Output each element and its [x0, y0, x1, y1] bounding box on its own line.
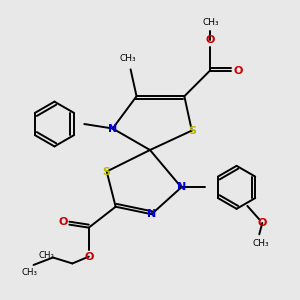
- Text: S: S: [103, 167, 111, 176]
- Text: N: N: [147, 209, 156, 219]
- Text: CH₃: CH₃: [253, 239, 269, 248]
- Text: O: O: [84, 252, 94, 262]
- Text: CH₃: CH₃: [21, 268, 37, 277]
- Text: S: S: [188, 126, 196, 136]
- Text: N: N: [177, 182, 186, 192]
- Text: O: O: [205, 34, 214, 44]
- Text: N: N: [108, 124, 117, 134]
- Text: O: O: [258, 218, 267, 228]
- Text: CH₃: CH₃: [203, 18, 220, 27]
- Text: CH₂: CH₂: [39, 250, 55, 260]
- Text: O: O: [58, 217, 68, 227]
- Text: O: O: [233, 66, 243, 76]
- Text: CH₃: CH₃: [119, 54, 136, 63]
